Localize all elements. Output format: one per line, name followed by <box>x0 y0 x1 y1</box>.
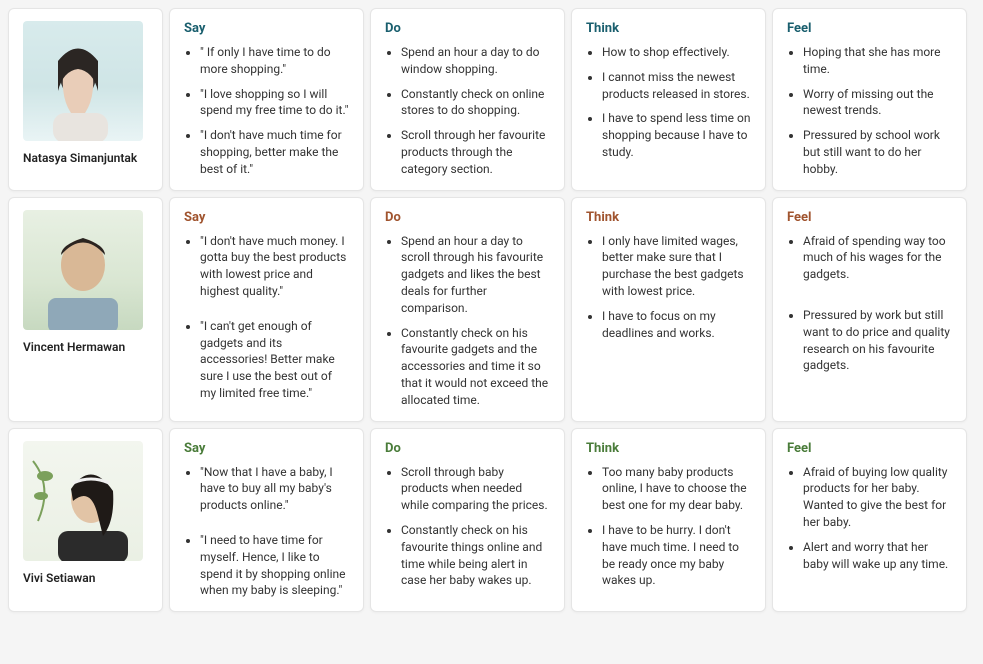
feel-card: Feel Hoping that she has more time. Worr… <box>772 8 967 191</box>
do-list: Scroll through baby products when needed… <box>385 464 550 590</box>
persona-card: Vincent Hermawan <box>8 197 163 422</box>
list-item: I only have limited wages, better make s… <box>602 233 751 300</box>
empathy-map-grid: Natasya Simanjuntak Say " If only I have… <box>8 8 975 612</box>
avatar <box>23 210 143 330</box>
list-item: Constantly check on his favourite gadget… <box>401 325 550 409</box>
card-title-do: Do <box>385 21 550 36</box>
list-item: Constantly check on online stores to do … <box>401 86 550 120</box>
do-list: Spend an hour a day to do window shoppin… <box>385 44 550 178</box>
persona-card: Vivi Setiawan <box>8 428 163 613</box>
persona-name: Natasya Simanjuntak <box>23 151 137 165</box>
list-item: "I don't have much money. I gotta buy th… <box>200 233 349 300</box>
feel-card: Feel Afraid of buying low quality produc… <box>772 428 967 613</box>
list-item: I have to spend less time on shopping be… <box>602 110 751 160</box>
say-card: Say "Now that I have a baby, I have to b… <box>169 428 364 613</box>
say-list: "Now that I have a baby, I have to buy a… <box>184 464 349 600</box>
think-card: Think I only have limited wages, better … <box>571 197 766 422</box>
list-item: I cannot miss the newest products releas… <box>602 69 751 103</box>
list-item: I have to focus on my deadlines and work… <box>602 308 751 342</box>
card-title-do: Do <box>385 210 550 225</box>
do-card: Do Spend an hour a day to do window shop… <box>370 8 565 191</box>
list-item: Spend an hour a day to scroll through hi… <box>401 233 550 317</box>
list-item: Constantly check on his favourite things… <box>401 522 550 589</box>
card-title-feel: Feel <box>787 210 952 225</box>
list-item: Spend an hour a day to do window shoppin… <box>401 44 550 78</box>
list-item: Hoping that she has more time. <box>803 44 952 78</box>
card-title-feel: Feel <box>787 21 952 36</box>
list-item: "Now that I have a baby, I have to buy a… <box>200 464 349 514</box>
say-card: Say "I don't have much money. I gotta bu… <box>169 197 364 422</box>
avatar <box>23 21 143 141</box>
list-item: "I love shopping so I will spend my free… <box>200 86 349 120</box>
persona-name: Vincent Hermawan <box>23 340 125 354</box>
list-item: Worry of missing out the newest trends. <box>803 86 952 120</box>
say-card: Say " If only I have time to do more sho… <box>169 8 364 191</box>
list-item: "I can't get enough of gadgets and its a… <box>200 318 349 402</box>
think-card: Think How to shop effectively. I cannot … <box>571 8 766 191</box>
list-item: I have to be hurry. I don't have much ti… <box>602 522 751 589</box>
list-item: "I need to have time for myself. Hence, … <box>200 532 349 599</box>
list-item: Scroll through baby products when needed… <box>401 464 550 514</box>
think-list: How to shop effectively. I cannot miss t… <box>586 44 751 161</box>
feel-list: Afraid of buying low quality products fo… <box>787 464 952 573</box>
list-item: Pressured by school work but still want … <box>803 127 952 177</box>
card-title-think: Think <box>586 21 751 36</box>
card-title-say: Say <box>184 441 349 456</box>
list-item: Too many baby products online, I have to… <box>602 464 751 514</box>
avatar <box>23 441 143 561</box>
list-item: "I don't have much time for shopping, be… <box>200 127 349 177</box>
list-item: " If only I have time to do more shoppin… <box>200 44 349 78</box>
card-title-think: Think <box>586 441 751 456</box>
list-item: Afraid of spending way too much of his w… <box>803 233 952 283</box>
list-item: How to shop effectively. <box>602 44 751 61</box>
think-card: Think Too many baby products online, I h… <box>571 428 766 613</box>
card-title-think: Think <box>586 210 751 225</box>
card-title-feel: Feel <box>787 441 952 456</box>
feel-card: Feel Afraid of spending way too much of … <box>772 197 967 422</box>
card-title-do: Do <box>385 441 550 456</box>
do-list: Spend an hour a day to scroll through hi… <box>385 233 550 409</box>
card-title-say: Say <box>184 21 349 36</box>
think-list: I only have limited wages, better make s… <box>586 233 751 342</box>
feel-list: Hoping that she has more time. Worry of … <box>787 44 952 178</box>
say-list: "I don't have much money. I gotta buy th… <box>184 233 349 402</box>
do-card: Do Spend an hour a day to scroll through… <box>370 197 565 422</box>
list-item: Scroll through her favourite products th… <box>401 127 550 177</box>
say-list: " If only I have time to do more shoppin… <box>184 44 349 178</box>
persona-card: Natasya Simanjuntak <box>8 8 163 191</box>
list-item: Alert and worry that her baby will wake … <box>803 539 952 573</box>
card-title-say: Say <box>184 210 349 225</box>
feel-list: Afraid of spending way too much of his w… <box>787 233 952 375</box>
list-item: Pressured by work but still want to do p… <box>803 307 952 374</box>
persona-name: Vivi Setiawan <box>23 571 95 585</box>
list-item: Afraid of buying low quality products fo… <box>803 464 952 531</box>
do-card: Do Scroll through baby products when nee… <box>370 428 565 613</box>
think-list: Too many baby products online, I have to… <box>586 464 751 590</box>
